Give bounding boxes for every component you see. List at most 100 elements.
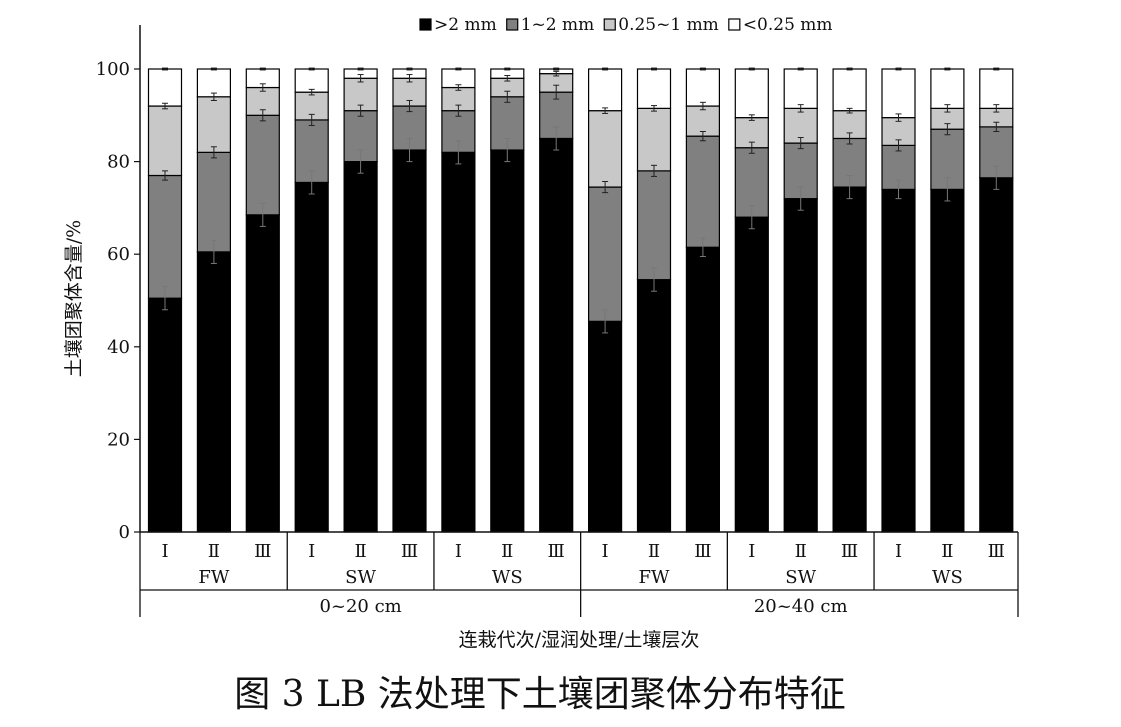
y-tick-label: 80 bbox=[107, 152, 130, 173]
legend-swatch bbox=[419, 18, 432, 31]
error-bar bbox=[602, 67, 609, 71]
error-bar bbox=[308, 67, 315, 71]
bar-stack bbox=[196, 67, 231, 533]
error-bar bbox=[357, 67, 364, 71]
error-bar bbox=[699, 67, 706, 71]
error-bar bbox=[699, 131, 706, 142]
error-bar bbox=[895, 67, 902, 71]
bar-stack bbox=[245, 67, 280, 533]
error-bar bbox=[651, 267, 657, 292]
error-bar bbox=[162, 102, 168, 110]
bar-segment bbox=[294, 68, 329, 93]
bar-stack bbox=[734, 67, 769, 533]
x-tick-label: Ⅱ bbox=[208, 541, 220, 562]
bar-segment bbox=[343, 161, 378, 533]
legend-item: 0.25~1 mm bbox=[603, 15, 719, 35]
x-tick-label: Ⅱ bbox=[795, 541, 807, 562]
treatment-group-label: WS bbox=[932, 567, 963, 588]
error-bar bbox=[455, 67, 462, 71]
legend-item: >2 mm bbox=[419, 15, 497, 35]
bar-segment bbox=[245, 214, 280, 533]
bar-segment bbox=[587, 110, 623, 188]
error-bar bbox=[602, 107, 609, 114]
error-bar bbox=[210, 146, 217, 159]
error-bar bbox=[944, 177, 951, 202]
bar-segment bbox=[636, 170, 672, 281]
x-tick-label: Ⅲ bbox=[401, 541, 418, 562]
error-bar bbox=[357, 74, 364, 83]
bar-segment bbox=[392, 149, 427, 533]
legend-item: <0.25 mm bbox=[728, 15, 833, 35]
error-bar bbox=[651, 105, 657, 112]
legend: >2 mm 1~2 mm 0.25~1 mm <0.25 mm bbox=[419, 15, 833, 35]
bar-segment bbox=[734, 68, 769, 119]
error-bar bbox=[993, 67, 1000, 71]
error-bar bbox=[846, 67, 853, 71]
treatment-group-label: FW bbox=[198, 567, 229, 588]
x-tick-label: Ⅰ bbox=[161, 541, 168, 562]
error-bar bbox=[895, 113, 902, 122]
bar-segment bbox=[539, 137, 574, 533]
bar-segment bbox=[636, 68, 672, 109]
error-bar bbox=[797, 67, 804, 71]
error-bar bbox=[504, 67, 511, 71]
bar-stack bbox=[930, 67, 965, 533]
x-tick-label: Ⅲ bbox=[548, 541, 565, 562]
x-tick-label: Ⅲ bbox=[841, 541, 858, 562]
error-bar bbox=[357, 149, 364, 174]
error-bar bbox=[162, 286, 168, 311]
error-bar bbox=[406, 74, 413, 83]
bar-segment bbox=[147, 297, 183, 533]
bar-segment bbox=[147, 68, 183, 107]
error-bar bbox=[553, 126, 560, 151]
legend-item: 1~2 mm bbox=[506, 15, 594, 35]
error-bar bbox=[748, 67, 755, 71]
x-tick-label: Ⅰ bbox=[455, 541, 462, 562]
treatment-group-label: FW bbox=[639, 567, 670, 588]
error-bar bbox=[210, 92, 217, 101]
bar-stack bbox=[294, 67, 329, 533]
y-tick-label: 0 bbox=[119, 522, 130, 543]
legend-label: <0.25 mm bbox=[743, 15, 833, 35]
bar-segment bbox=[245, 114, 280, 216]
legend-label: 0.25~1 mm bbox=[618, 15, 719, 35]
x-tick-label: Ⅲ bbox=[988, 541, 1005, 562]
bar-segment bbox=[930, 68, 965, 109]
treatment-group-label: WS bbox=[492, 567, 523, 588]
error-bar bbox=[308, 170, 315, 195]
x-tick-label: Ⅱ bbox=[354, 541, 366, 562]
error-bar bbox=[944, 123, 951, 136]
error-bar bbox=[748, 141, 755, 154]
bar-stack bbox=[636, 67, 672, 533]
error-bar bbox=[553, 67, 560, 71]
y-axis-label: 土壤团聚体含量/% bbox=[63, 220, 85, 377]
error-bar bbox=[259, 202, 266, 227]
bar-segment bbox=[147, 174, 183, 299]
x-tick-label: Ⅲ bbox=[694, 541, 711, 562]
error-bar bbox=[259, 109, 266, 122]
error-bar bbox=[748, 114, 755, 121]
bar-segment bbox=[783, 68, 818, 109]
legend-label: >2 mm bbox=[434, 15, 497, 35]
bar-segment bbox=[881, 68, 916, 119]
layer-group-label: 0~20 cm bbox=[319, 596, 401, 617]
error-bar bbox=[944, 104, 951, 113]
error-bar bbox=[895, 179, 902, 200]
bar-stack bbox=[539, 67, 574, 533]
bar-segment bbox=[685, 135, 721, 248]
error-bar bbox=[797, 104, 804, 113]
error-bar bbox=[699, 237, 706, 258]
y-axis: 0 20 40 60 80 100 bbox=[96, 25, 141, 543]
bar-segment bbox=[636, 107, 672, 172]
x-tick-label: Ⅲ bbox=[254, 541, 271, 562]
bar-segment bbox=[196, 251, 231, 533]
x-tick-label: Ⅱ bbox=[648, 541, 660, 562]
error-bar bbox=[162, 67, 168, 71]
bar-segment bbox=[147, 105, 183, 177]
bar-segment bbox=[979, 68, 1014, 109]
error-bar bbox=[651, 67, 657, 71]
x-tick-label: Ⅰ bbox=[748, 541, 755, 562]
error-bar bbox=[455, 84, 462, 91]
error-bar bbox=[602, 309, 609, 334]
bar-segment bbox=[490, 149, 525, 533]
